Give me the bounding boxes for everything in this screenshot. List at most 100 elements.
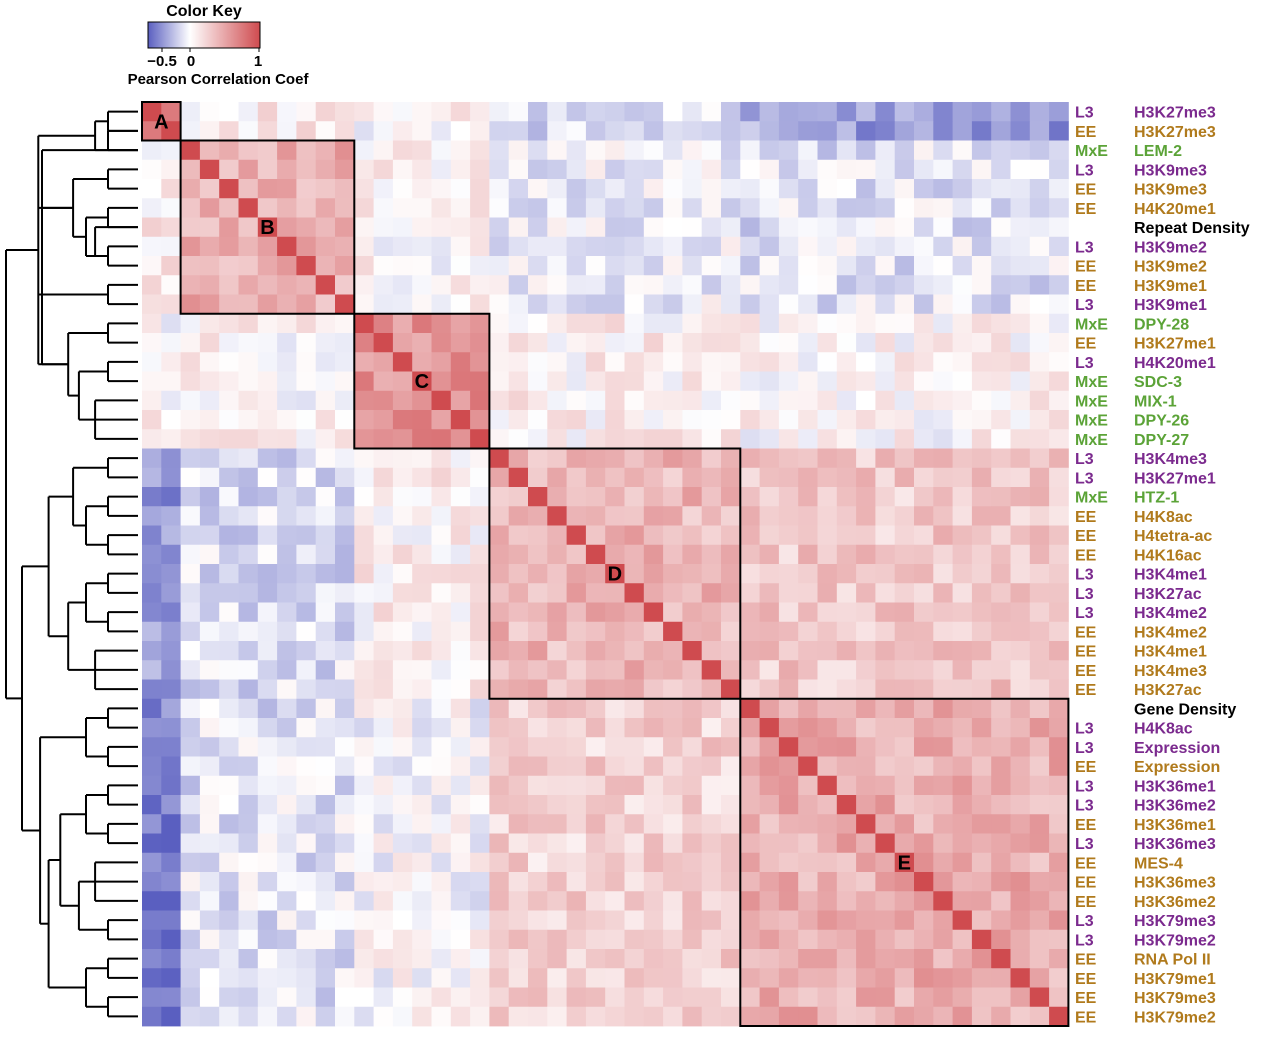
row-mark-label: Repeat Density (1134, 220, 1250, 237)
heatmap-cell (759, 621, 780, 642)
heatmap-cell (354, 621, 374, 642)
heatmap-cell (354, 140, 374, 161)
row-stage-label: EE (1075, 990, 1097, 1007)
heatmap-cell (392, 467, 413, 488)
cluster-label-e: E (898, 852, 911, 874)
heatmap-cell (257, 487, 278, 507)
heatmap-cell (199, 487, 220, 507)
heatmap-cell (392, 371, 413, 392)
heatmap-cell (817, 140, 838, 161)
heatmap-cell (296, 217, 317, 238)
heatmap-cell (663, 102, 683, 122)
heatmap-cell (836, 102, 857, 122)
heatmap-cell (585, 275, 606, 295)
heatmap-cell (856, 256, 876, 276)
heatmap-cell (219, 525, 239, 546)
heatmap-cell (296, 1006, 317, 1027)
heatmap-cell (257, 718, 278, 738)
heatmap-cell (1010, 217, 1031, 238)
heatmap-cell (856, 198, 876, 218)
heatmap-cell (663, 390, 683, 411)
heatmap-cell (373, 698, 394, 719)
heatmap-cell (508, 217, 529, 238)
heatmap-cell (682, 814, 703, 834)
heatmap-cell (1010, 198, 1031, 218)
heatmap-cell (219, 544, 239, 565)
heatmap-cell (277, 621, 297, 642)
heatmap-cell (180, 525, 201, 546)
heatmap-cell (219, 660, 239, 680)
heatmap-cell (277, 718, 297, 738)
heatmap-cell (431, 737, 452, 757)
heatmap-cell (277, 1006, 297, 1027)
heatmap-cell (489, 737, 510, 757)
heatmap-cell (373, 891, 394, 911)
heatmap-cell (315, 621, 336, 642)
heatmap-cell (817, 102, 838, 122)
heatmap-cell (894, 641, 915, 661)
heatmap-cell (392, 583, 413, 603)
heatmap-cell (392, 506, 413, 526)
heatmap-cell (585, 371, 606, 392)
heatmap-cell (817, 833, 838, 854)
heatmap-cell (721, 718, 741, 738)
heatmap-cell (161, 795, 181, 815)
heatmap-cell (682, 795, 703, 815)
heatmap-cell (431, 891, 452, 911)
heatmap-cell (721, 968, 741, 988)
heatmap-cell (566, 949, 587, 969)
heatmap-cell (277, 352, 297, 372)
heatmap-cell (971, 294, 992, 315)
heatmap-cell (528, 718, 548, 738)
row-stage-label: L3 (1075, 105, 1094, 122)
heatmap-cell (952, 179, 973, 199)
heatmap-cell (335, 256, 355, 276)
heatmap-cell (856, 564, 876, 584)
heatmap-cell (508, 506, 529, 526)
heatmap-cell (991, 833, 1011, 854)
heatmap-cell (335, 525, 355, 546)
heatmap-cell (354, 506, 374, 526)
heatmap-cell (199, 1006, 220, 1027)
heatmap-cell (489, 333, 510, 353)
heatmap-cell (701, 833, 722, 854)
heatmap-cell (585, 487, 606, 507)
heatmap-cell (199, 910, 220, 931)
heatmap-cell (142, 294, 162, 315)
heatmap-cell (199, 698, 220, 719)
heatmap-cell (373, 756, 394, 777)
heatmap-cell (740, 949, 760, 969)
heatmap-cell (508, 275, 529, 295)
heatmap-cell (335, 1006, 355, 1027)
heatmap-cell (643, 641, 664, 661)
row-mark-label: H3K27me3 (1134, 124, 1216, 141)
heatmap-cell (682, 429, 703, 449)
heatmap-cell (508, 564, 529, 584)
heatmap-cell (778, 737, 799, 757)
heatmap-cell (643, 833, 664, 854)
heatmap-cell (721, 390, 741, 411)
heatmap-cell (199, 140, 220, 161)
heatmap-cell (701, 602, 722, 623)
heatmap-cell (721, 756, 741, 777)
heatmap-cell (836, 833, 857, 854)
heatmap-cell (296, 795, 317, 815)
heatmap-cell (335, 390, 355, 411)
heatmap-cell (971, 544, 992, 565)
heatmap-cell (1029, 833, 1050, 854)
heatmap-cell (142, 487, 162, 507)
heatmap-cell (547, 506, 567, 526)
heatmap-cell (489, 429, 510, 449)
heatmap-cell (778, 102, 799, 122)
heatmap-cell (778, 429, 799, 449)
heatmap-cell (682, 236, 703, 257)
heatmap-cell (373, 236, 394, 257)
heatmap-cell (277, 179, 297, 199)
heatmap-cell (315, 333, 336, 353)
heatmap-cell (219, 679, 239, 700)
heatmap-cell (952, 313, 973, 334)
heatmap-cell (817, 756, 838, 777)
heatmap-cell (682, 583, 703, 603)
heatmap-cell (798, 525, 818, 546)
heatmap-cell (952, 102, 973, 122)
